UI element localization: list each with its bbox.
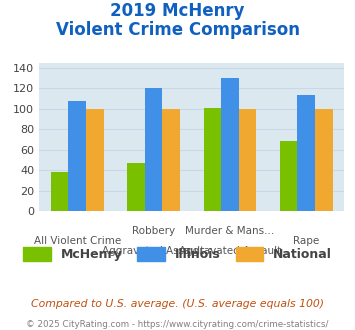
Text: Rape: Rape bbox=[293, 236, 319, 246]
Bar bbox=[86, 109, 104, 211]
Text: Violent Crime Comparison: Violent Crime Comparison bbox=[55, 21, 300, 40]
Bar bbox=[280, 141, 297, 211]
Bar bbox=[51, 172, 69, 211]
Bar bbox=[221, 78, 239, 211]
Bar bbox=[69, 101, 86, 211]
Text: Robbery: Robbery bbox=[132, 226, 175, 236]
Bar bbox=[203, 108, 221, 211]
Bar bbox=[162, 109, 180, 211]
Bar bbox=[315, 109, 333, 211]
Bar bbox=[145, 88, 162, 211]
Bar bbox=[127, 163, 145, 211]
Text: Compared to U.S. average. (U.S. average equals 100): Compared to U.S. average. (U.S. average … bbox=[31, 299, 324, 309]
Bar bbox=[297, 95, 315, 211]
Text: Aggravated Assault: Aggravated Assault bbox=[102, 246, 205, 256]
Legend: McHenry, Illinois, National: McHenry, Illinois, National bbox=[18, 242, 337, 266]
Bar bbox=[239, 109, 256, 211]
Text: Aggravated Assault: Aggravated Assault bbox=[179, 246, 281, 256]
Text: All Violent Crime: All Violent Crime bbox=[34, 236, 121, 246]
Text: Murder & Mans...: Murder & Mans... bbox=[185, 226, 274, 236]
Text: © 2025 CityRating.com - https://www.cityrating.com/crime-statistics/: © 2025 CityRating.com - https://www.city… bbox=[26, 320, 329, 329]
Text: 2019 McHenry: 2019 McHenry bbox=[110, 2, 245, 20]
